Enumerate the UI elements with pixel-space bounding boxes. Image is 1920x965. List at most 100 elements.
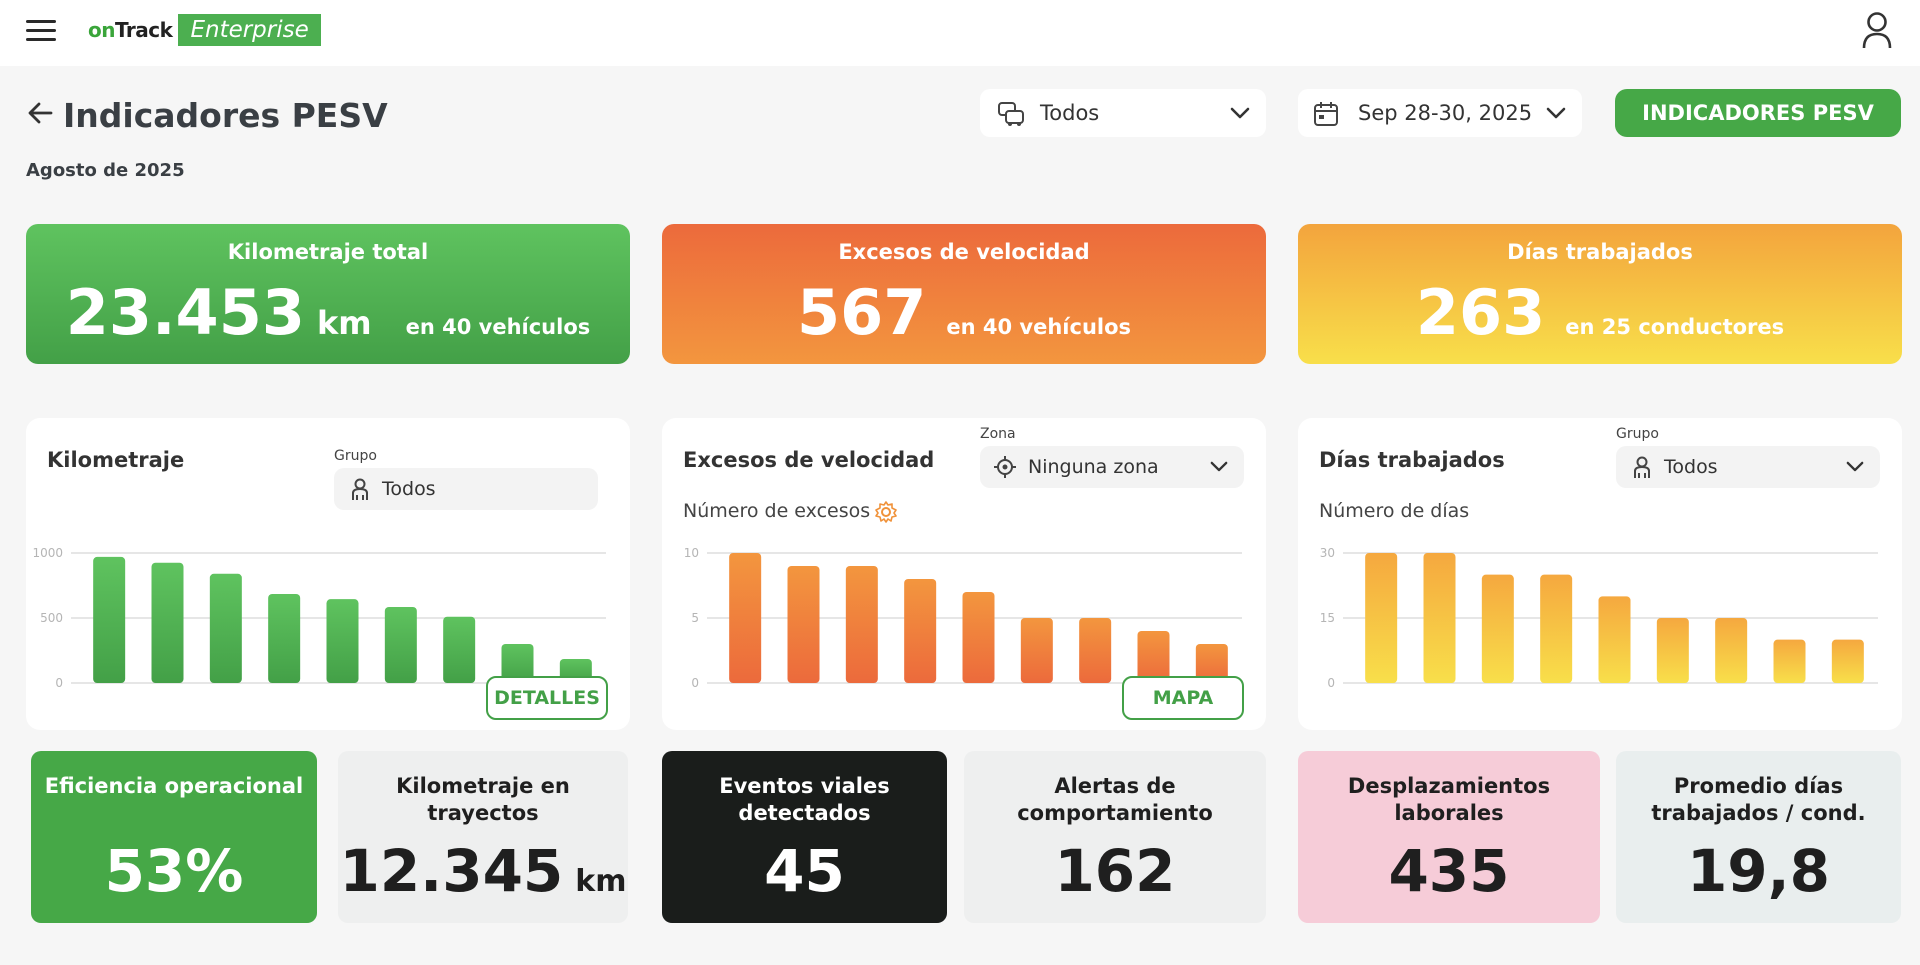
chart-bar[interactable]	[1831, 639, 1864, 683]
chart-bar[interactable]	[1365, 553, 1398, 683]
chevron-down-icon	[1230, 107, 1250, 119]
user-profile-icon[interactable]	[1858, 10, 1896, 50]
chart-bar[interactable]	[962, 592, 995, 683]
chart-bar[interactable]	[93, 556, 126, 683]
group-filter-label: Grupo	[1616, 426, 1659, 442]
y-tick-label: 0	[55, 676, 63, 690]
chart-bar[interactable]	[1020, 618, 1053, 683]
settings-gear-icon[interactable]	[874, 500, 898, 524]
stat-title: Eficiencia operacional	[44, 774, 304, 798]
period-label: Agosto de 2025	[26, 160, 185, 181]
back-arrow-icon[interactable]	[26, 98, 56, 128]
chart-bar[interactable]	[845, 566, 878, 683]
indicadores-pesv-button[interactable]: INDICADORES PESV	[1615, 89, 1901, 137]
chart-bar[interactable]	[1137, 631, 1170, 683]
kpi-title: Días trabajados	[1507, 240, 1693, 264]
target-icon	[994, 456, 1016, 478]
logo-on-text: on	[88, 18, 115, 42]
y-tick-label: 10	[684, 546, 699, 560]
map-button[interactable]: MAPA	[1122, 676, 1244, 720]
group-filter-label: Grupo	[334, 448, 377, 464]
chart-bar[interactable]	[1715, 618, 1748, 683]
kpi-subtext: en 25 conductores	[1565, 315, 1785, 339]
calendar-icon	[1314, 102, 1338, 126]
top-bar: onTrack Enterprise	[0, 0, 1920, 66]
chart-bar[interactable]	[1195, 644, 1228, 683]
stat-value: 53%	[104, 837, 244, 905]
stat-value: 12.345	[339, 837, 564, 905]
chart-bar[interactable]	[1540, 574, 1573, 683]
stat-operational-efficiency: Eficiencia operacional 53%	[31, 751, 317, 923]
date-range-select[interactable]: Sep 28-30, 2025	[1298, 89, 1582, 137]
ontrack-logo: onTrack Enterprise	[88, 14, 321, 46]
speeding-chart-card: Excesos de velocidad Zona Ninguna zona N…	[662, 418, 1266, 730]
group-filter-select[interactable]: Todos	[334, 468, 598, 510]
stat-value: 19,8	[1686, 837, 1831, 905]
y-axis-label: Número de excesos	[683, 500, 871, 522]
chevron-down-icon	[1210, 461, 1228, 472]
chart-bar[interactable]	[729, 553, 762, 683]
details-button[interactable]: DETALLES	[486, 676, 608, 720]
vehicle-filter-select[interactable]: Todos	[980, 89, 1266, 137]
kpi-subtext: en 40 vehículos	[946, 315, 1132, 339]
chart-bar[interactable]	[501, 644, 534, 683]
chart-bar[interactable]	[1656, 618, 1689, 683]
chart-bar[interactable]	[268, 593, 301, 683]
y-tick-label: 500	[40, 611, 63, 625]
y-tick-label: 30	[1320, 546, 1335, 560]
chart-bar[interactable]	[1481, 574, 1514, 683]
stat-work-trips: Desplazamientos laborales 435	[1298, 751, 1600, 923]
group-filter-value: Todos	[382, 478, 436, 500]
y-tick-label: 0	[1327, 676, 1335, 690]
chevron-down-icon	[1546, 107, 1566, 119]
zone-filter-label: Zona	[980, 426, 1016, 442]
zone-filter-value: Ninguna zona	[1028, 456, 1159, 478]
chart-bar[interactable]	[151, 562, 184, 683]
chevron-down-icon	[1846, 461, 1864, 472]
kpi-value: 567	[796, 276, 927, 349]
chart-bar[interactable]	[1423, 553, 1456, 683]
mileage-chart-card: Kilometraje Grupo Todos 0 500 1000 DETALLE…	[26, 418, 630, 730]
chart-bar[interactable]	[443, 616, 476, 683]
page-title: Indicadores PESV	[63, 96, 388, 135]
stat-value: 162	[1054, 837, 1176, 905]
stat-value: 435	[1388, 837, 1510, 905]
chart-bar[interactable]	[326, 599, 359, 683]
person-icon	[1634, 456, 1650, 478]
speeding-bar-chart: 0 5 10	[684, 546, 1242, 690]
chart-bar[interactable]	[1773, 639, 1806, 683]
card-title: Días trabajados	[1319, 448, 1505, 472]
y-tick-label: 1000	[32, 546, 63, 560]
y-tick-label: 0	[691, 676, 699, 690]
vehicle-filter-value: Todos	[1040, 101, 1100, 125]
chart-bar[interactable]	[904, 579, 937, 683]
y-tick-label: 5	[691, 611, 699, 625]
y-axis-label: Número de días	[1319, 500, 1470, 522]
stat-value: 45	[764, 837, 845, 905]
kpi-days-worked: Días trabajados 263 en 25 conductores	[1298, 224, 1902, 364]
chart-bar[interactable]	[384, 606, 417, 683]
kpi-speeding: Excesos de velocidad 567 en 40 vehículos	[662, 224, 1266, 364]
kpi-value: 263	[1415, 276, 1546, 349]
kpi-subtext: en 40 vehículos	[405, 315, 591, 339]
group-filter-select[interactable]: Todos	[1616, 446, 1880, 488]
chart-bar[interactable]	[1598, 596, 1631, 683]
kpi-value: 23.453	[65, 276, 305, 349]
chart-bar[interactable]	[787, 566, 820, 683]
kpi-total-mileage: Kilometraje total 23.453 km en 40 vehícu…	[26, 224, 630, 364]
mileage-bar-chart: 0 500 1000	[32, 546, 606, 690]
zone-filter-select[interactable]: Ninguna zona	[980, 446, 1244, 488]
stat-title: Alertas de comportamiento	[1017, 774, 1213, 825]
person-icon	[352, 478, 368, 500]
chart-bar[interactable]	[1079, 618, 1112, 683]
stat-unit: km	[575, 864, 627, 899]
kpi-title: Kilometraje total	[227, 240, 429, 264]
stat-title: Kilometraje en trayectos	[396, 774, 570, 825]
stat-road-events: Eventos viales detectados 45	[662, 751, 947, 923]
hamburger-menu-icon[interactable]	[24, 16, 60, 46]
stat-title: Desplazamientos laborales	[1347, 774, 1551, 825]
card-title: Excesos de velocidad	[683, 448, 935, 472]
stat-behavior-alerts: Alertas de comportamiento 162	[964, 751, 1266, 923]
chart-bar[interactable]	[209, 573, 242, 683]
kpi-unit: km	[316, 304, 372, 342]
